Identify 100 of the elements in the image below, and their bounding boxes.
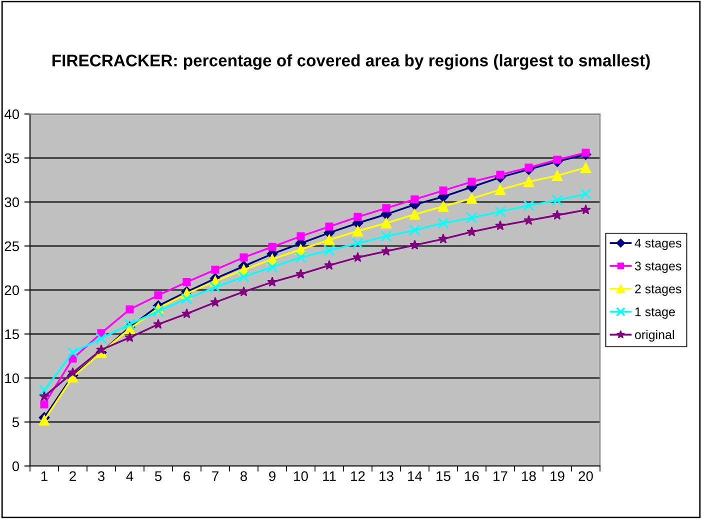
point (552, 194, 563, 206)
point (210, 296, 220, 307)
y-tick-label: 15 (5, 329, 20, 340)
chart-title: FIRECRACKER: percentage of covered area by regions (largest to smallest) (52, 54, 650, 70)
point (182, 308, 192, 318)
point (96, 332, 107, 344)
point (409, 224, 420, 236)
x-tick-label: 11 (323, 471, 336, 481)
point (153, 318, 164, 329)
point (523, 200, 534, 212)
point (352, 238, 364, 250)
x-tick-label: 6 (184, 471, 190, 482)
point (324, 244, 335, 256)
y-tick-label: 20 (4, 285, 20, 296)
point (39, 391, 50, 401)
x-tick-label: 16 (465, 471, 479, 482)
x-tick-label: 9 (269, 471, 276, 482)
point (352, 226, 364, 236)
y-tick-label: 5 (12, 417, 19, 428)
point (67, 346, 78, 358)
x-tick-label: 14 (408, 471, 422, 481)
legend-label: 4 stages (634, 238, 682, 250)
point (152, 305, 164, 317)
point (96, 344, 106, 354)
point (296, 232, 305, 240)
point (438, 234, 448, 244)
point (268, 242, 276, 251)
point (352, 252, 363, 262)
point (439, 186, 448, 195)
point (324, 234, 335, 246)
x-tick-label: 3 (98, 471, 104, 482)
point (126, 305, 134, 314)
point (552, 210, 562, 220)
point (410, 240, 420, 250)
point (380, 230, 392, 242)
point (496, 170, 504, 179)
y-tick-label: 25 (4, 241, 20, 252)
point (181, 293, 192, 304)
point (296, 268, 306, 279)
point (266, 261, 278, 273)
point (38, 414, 50, 426)
point (494, 184, 506, 196)
y-tick-label: 10 (5, 373, 20, 384)
x-tick-label: 5 (154, 471, 162, 482)
point (267, 276, 278, 287)
point (154, 291, 162, 300)
point (410, 195, 419, 204)
point (124, 332, 135, 342)
x-tick-label: 1 (41, 471, 48, 481)
point (124, 318, 136, 330)
point (494, 206, 506, 218)
point (381, 246, 392, 256)
point (438, 200, 449, 212)
x-tick-label: 7 (212, 471, 218, 481)
point (495, 220, 506, 230)
point (238, 286, 249, 296)
x-tick-label: 17 (494, 471, 508, 481)
x-tick-label: 13 (380, 471, 394, 482)
point (580, 162, 592, 174)
point (210, 282, 221, 294)
point (182, 278, 191, 286)
point (524, 215, 534, 225)
point (468, 178, 476, 186)
point (325, 222, 334, 231)
point (409, 208, 420, 220)
x-tick-label: 2 (70, 471, 76, 481)
point (523, 176, 534, 188)
point (38, 384, 50, 396)
legend-label: 1 stage (635, 308, 675, 319)
x-tick-label: 10 (294, 471, 308, 482)
legend-label: original (634, 330, 674, 342)
y-tick-label: 30 (4, 197, 20, 208)
x-tick-label: 18 (522, 471, 536, 482)
y-tick-label: 40 (4, 109, 20, 120)
legend-label: 2 stages (635, 284, 682, 296)
point (382, 204, 390, 212)
x-tick-label: 12 (351, 471, 365, 481)
x-tick-label: 4 (126, 471, 134, 481)
legend-label: 3 stages (634, 262, 682, 273)
point (580, 204, 591, 214)
point (295, 252, 306, 264)
point (438, 217, 449, 229)
point (466, 193, 478, 204)
point (380, 218, 392, 229)
x-tick-label: 19 (550, 471, 564, 482)
point (238, 271, 250, 282)
point (552, 170, 563, 182)
point (324, 260, 334, 270)
x-tick-label: 15 (436, 471, 450, 482)
point (40, 400, 48, 408)
x-tick-label: 8 (240, 471, 248, 482)
point (580, 188, 592, 200)
y-tick-label: 0 (12, 461, 20, 472)
point (466, 212, 478, 224)
point (240, 253, 248, 262)
y-tick-label: 35 (4, 153, 20, 164)
point (68, 367, 78, 378)
point (354, 212, 362, 221)
point (211, 266, 220, 274)
x-tick-label: 20 (578, 471, 593, 482)
